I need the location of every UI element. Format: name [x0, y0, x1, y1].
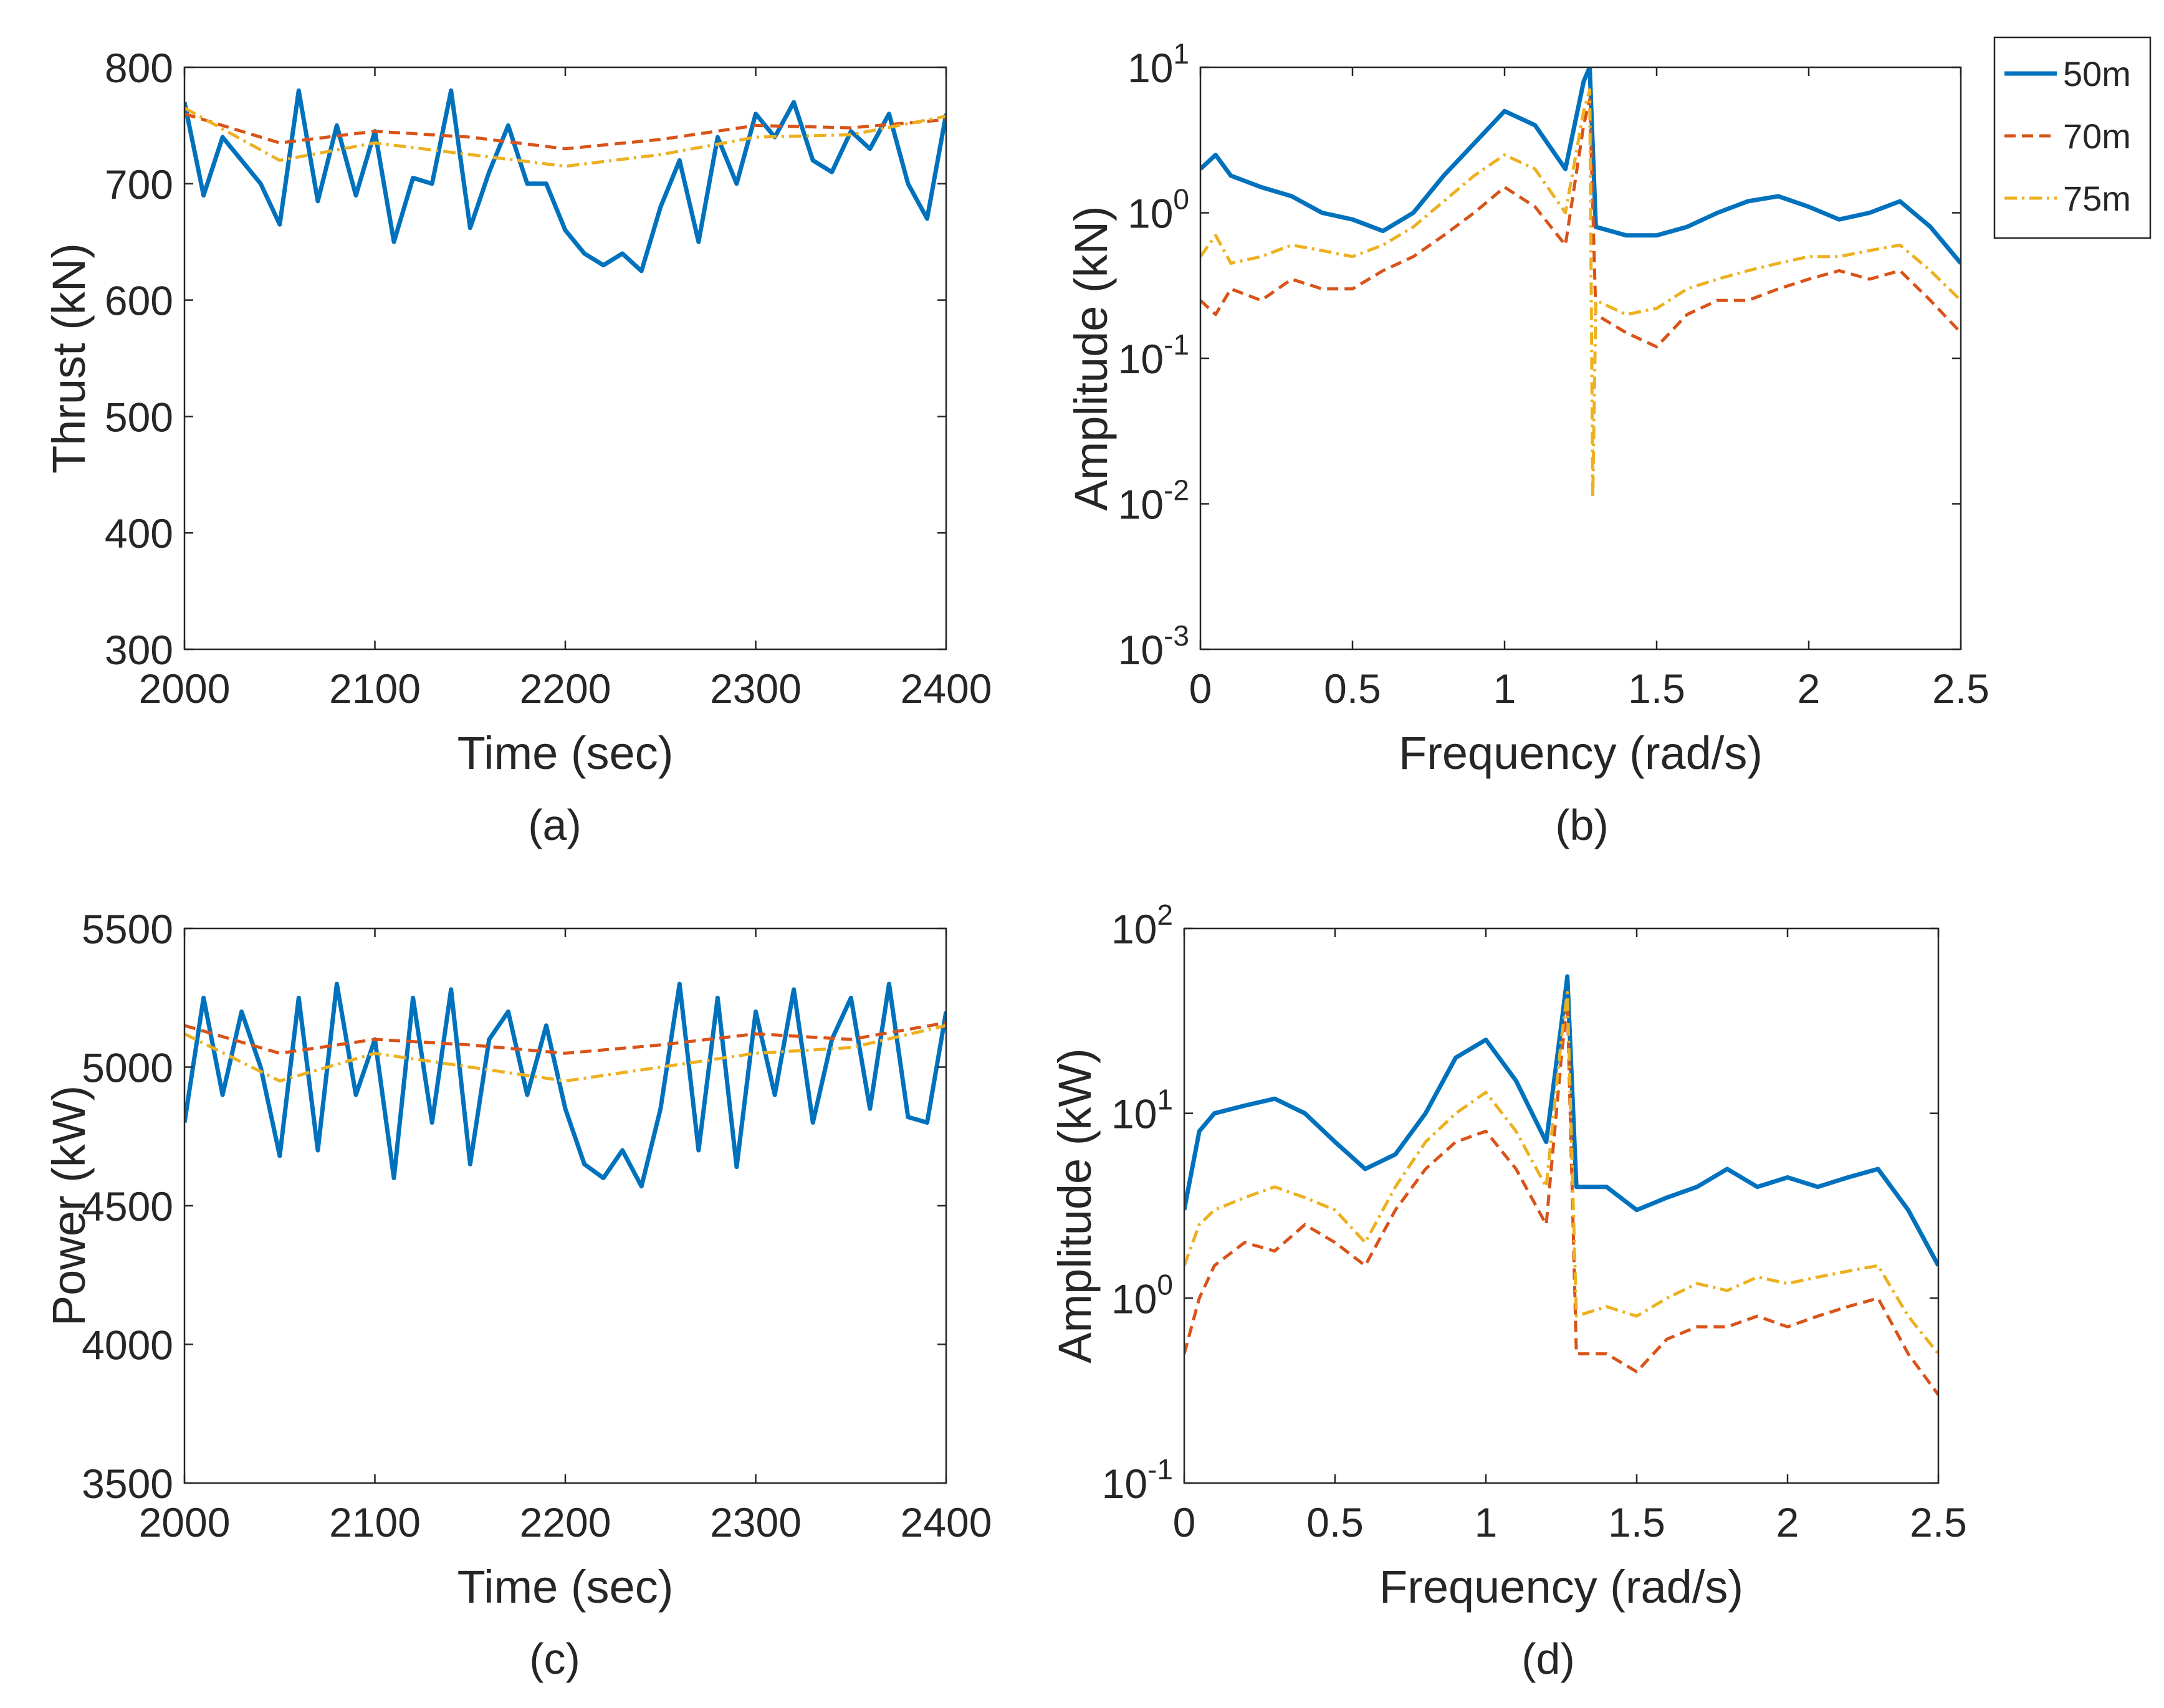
- y-tick-base: 10: [1111, 1091, 1157, 1137]
- y-axis-label: Thrust (kN): [43, 243, 95, 474]
- y-tick-exponent: -3: [1164, 619, 1189, 652]
- y-tick-exponent: 2: [1157, 899, 1173, 931]
- y-tick-label: 5000: [82, 1045, 173, 1091]
- y-tick-label: 4500: [82, 1183, 173, 1229]
- series-group: [184, 88, 946, 274]
- y-tick-exponent: 0: [1157, 1268, 1173, 1300]
- x-tick-label: 1: [1475, 1499, 1498, 1545]
- x-axis-label: Time (sec): [457, 1561, 674, 1613]
- y-tick-base: 10: [1111, 1276, 1157, 1322]
- y-axis-label: Amplitude (kW): [1049, 1048, 1101, 1363]
- y-tick-exponent: -1: [1147, 1453, 1173, 1486]
- x-axis-label: Frequency (rad/s): [1379, 1561, 1743, 1613]
- y-tick-label: 500: [105, 394, 173, 440]
- y-tick-base: 10: [1118, 627, 1164, 673]
- x-tick-label: 0.5: [1324, 666, 1381, 712]
- y-tick-label: 3500: [82, 1461, 173, 1507]
- legend-label-75m: 75m: [2063, 179, 2131, 218]
- legend-box: [1993, 36, 2152, 239]
- chart-panel-a: 2000 2100 2200 2300 2400 300 400 500 600 700 800 Ti…: [43, 45, 992, 849]
- x-tick-label: 0: [1173, 1499, 1196, 1545]
- series-line-75m: [184, 1024, 946, 1083]
- x-tick-label: 2100: [329, 1499, 421, 1545]
- series-group: [184, 981, 946, 1189]
- x-tick-label: 2400: [901, 666, 992, 712]
- chart-panel-b: 0 0.5 1 1.5 2 2.510-310-210-1100101Frequency …: [1065, 37, 1989, 849]
- panel-label: (d): [1521, 1634, 1575, 1683]
- y-tick-base: 10: [1118, 482, 1164, 528]
- y-tick-base: 10: [1111, 906, 1157, 952]
- axes-box: [1183, 927, 1940, 1484]
- legend-label-50m: 50m: [2063, 54, 2131, 93]
- y-tick-exponent: -2: [1164, 474, 1189, 507]
- x-tick-label: 2300: [710, 1499, 802, 1545]
- y-tick-label: 400: [105, 510, 173, 556]
- x-tick-label: 1.5: [1628, 666, 1685, 712]
- x-tick-label: 2200: [520, 1499, 611, 1545]
- y-tick-label: 101: [1127, 37, 1189, 91]
- y-tick-base: 10: [1127, 191, 1173, 237]
- y-axis-label: Power (kW): [43, 1085, 95, 1326]
- series-line-50m: [1200, 67, 1961, 265]
- y-tick-exponent: 0: [1173, 183, 1189, 216]
- x-axis-label: Time (sec): [457, 727, 674, 779]
- chart-panel-c: 2000 2100 2200 2300 2400 3500 4000 4500 5000 5500…: [43, 906, 992, 1683]
- x-tick-label: 0: [1189, 666, 1212, 712]
- y-tick-exponent: -1: [1164, 328, 1189, 361]
- series-line-70m: [1184, 1000, 1938, 1396]
- legend: 50m 70m 75m: [1993, 36, 2152, 239]
- series-line-50m: [184, 981, 946, 1189]
- y-tick-label: 300: [105, 627, 173, 673]
- y-tick-label: 100: [1127, 183, 1189, 237]
- series-line-70m: [184, 112, 946, 151]
- y-tick-exponent: 1: [1157, 1084, 1173, 1116]
- y-tick-label: 4000: [82, 1322, 173, 1368]
- y-tick-label: 101: [1111, 1084, 1173, 1137]
- series-group: [1184, 974, 1938, 1396]
- x-tick-label: 2200: [520, 666, 611, 712]
- x-tick-label: 2.5: [1910, 1499, 1967, 1545]
- x-axis-label: Frequency (rad/s): [1399, 727, 1763, 779]
- series-line-75m: [184, 107, 946, 168]
- y-tick-label: 10-1: [1118, 328, 1189, 382]
- y-tick-label: 5500: [82, 906, 173, 952]
- x-tick-label: 2100: [329, 666, 421, 712]
- y-tick-label: 10-3: [1118, 619, 1189, 673]
- x-tick-label: 2000: [139, 666, 231, 712]
- x-tick-label: 0.5: [1306, 1499, 1364, 1545]
- panel-label: (c): [529, 1634, 580, 1683]
- x-tick-label: 2.5: [1932, 666, 1989, 712]
- series-line-50m: [184, 88, 946, 274]
- y-tick-label: 700: [105, 161, 173, 208]
- x-tick-label: 1.5: [1608, 1499, 1665, 1545]
- series-line-70m: [1200, 98, 1961, 348]
- series-group: [1200, 67, 1961, 500]
- series-line-70m: [184, 1021, 946, 1055]
- x-tick-label: 2300: [710, 666, 802, 712]
- y-tick-label: 600: [105, 278, 173, 324]
- legend-label-70m: 70m: [2063, 117, 2131, 156]
- y-tick-label: 102: [1111, 899, 1173, 952]
- x-tick-label: 2: [1798, 666, 1821, 712]
- y-tick-label: 10-1: [1102, 1453, 1173, 1507]
- panel-label: (b): [1555, 801, 1609, 849]
- x-tick-label: 1: [1493, 666, 1516, 712]
- x-tick-label: 2: [1776, 1499, 1799, 1545]
- series-line-75m: [1184, 991, 1938, 1355]
- panel-label: (a): [528, 801, 582, 849]
- y-axis-label: Amplitude (kN): [1065, 206, 1117, 510]
- y-tick-base: 10: [1127, 45, 1173, 91]
- series-line-50m: [1184, 974, 1938, 1267]
- x-tick-label: 2400: [901, 1499, 992, 1545]
- x-tick-label: 2000: [139, 1499, 231, 1545]
- y-tick-label: 800: [105, 45, 173, 91]
- y-tick-base: 10: [1102, 1461, 1147, 1507]
- y-tick-label: 100: [1111, 1268, 1173, 1322]
- y-tick-label: 10-2: [1118, 474, 1189, 528]
- y-tick-base: 10: [1118, 336, 1164, 382]
- y-tick-exponent: 1: [1173, 37, 1189, 70]
